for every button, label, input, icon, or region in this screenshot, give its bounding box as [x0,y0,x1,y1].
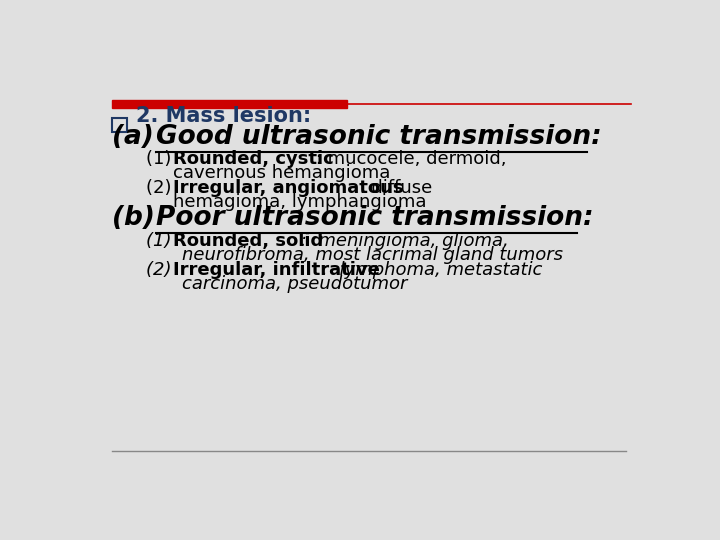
Text: Rounded, cystic: Rounded, cystic [173,150,333,168]
Text: neurofibroma, most lacrimal gland tumors: neurofibroma, most lacrimal gland tumors [182,246,563,264]
Text: Irregular, infiltrative: Irregular, infiltrative [173,261,379,279]
Text: 2. Mass lesion:: 2. Mass lesion: [136,106,311,126]
Text: (a): (a) [112,124,163,150]
Text: Good ultrasonic transmission:: Good ultrasonic transmission: [156,124,601,150]
Text: hemagioma, lymphangioma: hemagioma, lymphangioma [173,193,426,211]
Text: carcinoma, pseudotumor: carcinoma, pseudotumor [182,275,408,294]
Text: (2): (2) [145,179,177,197]
Text: Irregular, angiomatous: Irregular, angiomatous [173,179,403,197]
Text: (1): (1) [145,232,177,250]
Text: :  meningioma, glioma,: : meningioma, glioma, [295,232,509,250]
Bar [112,100,346,109]
Bar [112,118,127,132]
Text: (1): (1) [145,150,177,168]
Text: (2): (2) [145,261,177,279]
Text: Rounded, solid: Rounded, solid [173,232,323,250]
Text: : mucocele, dermoid,: : mucocele, dermoid, [310,150,507,168]
Text: :  lymphoma, metastatic: : lymphoma, metastatic [322,261,542,279]
Text: : diffuse: : diffuse [348,179,432,197]
Text: cavernous hemangioma: cavernous hemangioma [173,164,390,182]
Text: Poor ultrasonic transmission:: Poor ultrasonic transmission: [156,205,593,231]
Text: (b): (b) [112,205,164,231]
